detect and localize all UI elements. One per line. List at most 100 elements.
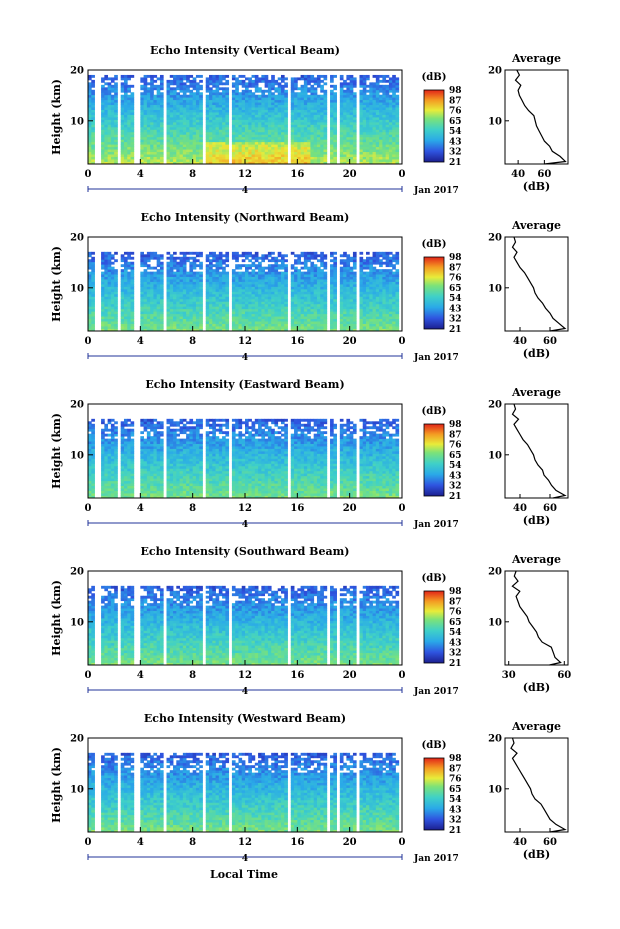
heatmap-cell [176,318,180,322]
heatmap-cell [349,293,354,297]
heatmap-cell [385,134,390,138]
heatmap-cell [271,84,275,88]
heatmap-cell [261,296,266,300]
heatmap-cell [369,269,373,273]
heatmap-cell [222,102,226,106]
heatmap-cell [313,79,318,83]
heatmap-cell [156,92,161,96]
heatmap-cell [140,288,144,292]
heatmap-cell [294,107,298,110]
heatmap-cell [392,77,396,81]
heatmap-cell [114,298,118,302]
heatmap-cell [143,134,148,138]
heatmap-cell [300,328,305,332]
heatmap-cell [346,129,351,133]
heatmap-cell [248,308,252,312]
heatmap-cell [143,89,148,93]
heatmap-cell [392,306,396,310]
heatmap-cell [156,316,161,320]
heatmap-cell [123,156,128,160]
heatmap-cell [91,306,95,310]
heatmap-cell [248,121,252,125]
heatmap-cell [284,121,288,125]
heatmap-cell [179,114,184,118]
heatmap-cell [123,126,128,130]
heatmap-cell [218,318,223,322]
heatmap-cell [169,293,174,297]
heatmap-cell [192,87,197,91]
heatmap-cell [231,77,236,81]
heatmap-cell [189,94,194,98]
heatmap-cell [395,94,400,98]
heatmap-cell [101,114,105,118]
heatmap-cell [143,303,148,307]
heatmap-cell [280,121,285,125]
heatmap-cell [195,99,200,103]
heatmap-cell [101,159,105,162]
heatmap-cell [382,326,387,329]
heatmap-cell [330,274,334,277]
heatmap-cell [294,293,298,297]
heatmap-cell [169,94,174,98]
heatmap-cell [186,104,190,108]
heatmap-cell [104,151,109,155]
heatmap-cell [333,296,337,300]
heatmap-cell [382,146,387,150]
heatmap-cell [192,99,197,103]
heatmap-cell [225,112,230,115]
heatmap-cell [182,121,187,125]
heatmap-cell [146,286,151,290]
heatmap-cell [346,144,351,148]
heatmap-cell [166,94,171,98]
heatmap-cell [366,144,370,148]
heatmap-cell [140,323,144,327]
heatmap-cell [179,119,184,123]
heatmap-cell [277,112,282,115]
heatmap-cell [192,107,197,110]
heatmap-cell [349,328,354,332]
heatmap-cell [297,279,301,282]
heatmap-cell [150,124,154,128]
heatmap-cell [199,321,203,324]
heatmap-cell [333,151,337,155]
heatmap-cell [186,77,190,81]
heatmap-cell [277,159,282,162]
heatmap-cell [143,112,148,115]
heatmap-cell [277,92,282,96]
heatmap-cell [143,84,148,88]
heatmap-cell [333,318,337,322]
heatmap-cell [222,266,226,270]
heatmap-cell [320,89,324,93]
heatmap-cell [215,328,220,332]
heatmap-cell [307,82,311,86]
heatmap-cell [395,321,400,324]
heatmap-cell [169,126,174,130]
heatmap-cell [254,114,259,118]
heatmap-cell [88,139,92,143]
heatmap-cell [277,119,282,123]
heatmap-cell [261,159,266,162]
heatmap-cell [215,274,220,277]
heatmap-cell [186,303,190,307]
heatmap-cell [104,291,109,295]
heatmap-cell [176,301,180,305]
heatmap-cell [88,161,92,165]
heatmap-cell [385,154,390,157]
heatmap-cell [267,79,272,83]
heatmap-cell [388,117,393,120]
heatmap-cell [130,279,135,282]
heatmap-cell [330,306,334,310]
heatmap-cell [156,291,161,295]
heatmap-cell [274,271,279,275]
heatmap-cell [372,102,377,106]
heatmap-cell [274,286,279,290]
heatmap-cell [313,107,318,110]
heatmap-cell [395,308,400,312]
heatmap-cell [310,131,315,135]
heatmap-cell [238,321,243,324]
heatmap-cell [209,102,213,106]
heatmap-cell [248,77,252,81]
heatmap-cell [261,303,266,307]
heatmap-cell [297,286,301,290]
heatmap-cell [120,313,125,317]
